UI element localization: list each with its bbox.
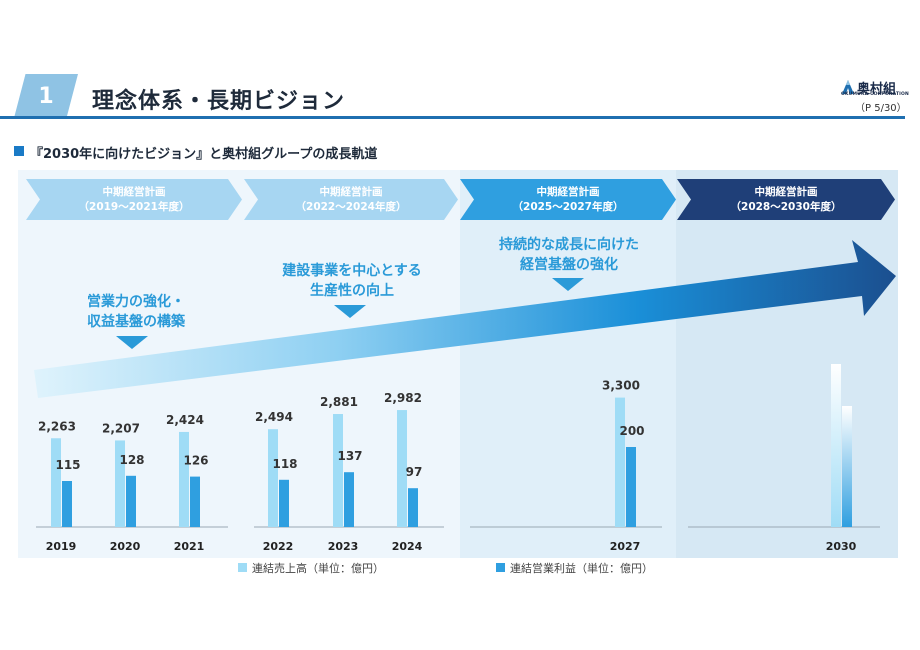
message-line: 営業力の強化・ xyxy=(87,294,185,310)
down-triangle-icon xyxy=(334,305,366,318)
sales-value-label: 2,424 xyxy=(166,413,204,427)
sales-bar xyxy=(615,397,625,527)
profit-value-label: 115 xyxy=(55,458,80,472)
plan-2025-2027-background xyxy=(460,170,676,558)
profit-bar xyxy=(126,475,136,527)
subtitle-bullet-icon xyxy=(14,146,24,156)
section-number-badge: 1 xyxy=(14,74,78,118)
message-sales-foundation: 営業力の強化・ 収益基盤の構築 xyxy=(56,292,216,332)
chart-subtitle: 『2030年に向けたビジョン』と奥村組グループの成長軌道 xyxy=(30,147,378,162)
page-title: 理念体系・長期ビジョン xyxy=(92,89,346,114)
legend-sales-swatch xyxy=(238,563,247,572)
plan-title: 中期経営計画 xyxy=(536,185,600,198)
sales-value-label: 2,982 xyxy=(384,391,422,405)
profit-bar xyxy=(408,488,418,527)
plan-period: （2019～2021年度） xyxy=(78,200,190,213)
plan-2028-2030-background xyxy=(676,170,898,558)
legend-profit-swatch xyxy=(496,563,505,572)
plan-chevron-2022-2024: 中期経営計画 （2022～2024年度） xyxy=(244,179,458,220)
profit-bar xyxy=(279,479,289,527)
title-underline xyxy=(0,116,905,119)
sales-bar xyxy=(179,431,189,527)
x-tick-label: 2030 xyxy=(826,540,857,553)
plan-title: 中期経営計画 xyxy=(319,185,383,198)
sales-value-label: 3,300 xyxy=(602,379,640,393)
message-line: 収益基盤の構築 xyxy=(87,314,185,330)
profit-value-label: 128 xyxy=(119,453,144,467)
profit-bar xyxy=(344,472,354,527)
plan-chevron-2019-2021: 中期経営計画 （2019～2021年度） xyxy=(26,179,242,220)
down-triangle-icon xyxy=(116,336,148,349)
sales-value-label: 2,263 xyxy=(38,419,76,433)
page-number: （P 5/30） xyxy=(855,103,907,114)
plan-chevron-2025-2027: 中期経営計画 （2025～2027年度） xyxy=(460,179,676,220)
profit-value-label: 126 xyxy=(183,454,208,468)
x-tick-label: 2023 xyxy=(328,540,359,553)
sales-bar xyxy=(397,410,407,527)
sales-bar-target xyxy=(831,364,841,527)
profit-value-label: 118 xyxy=(272,457,297,471)
profit-bar xyxy=(62,481,72,527)
profit-value-label: 97 xyxy=(406,465,423,479)
down-triangle-icon xyxy=(552,278,584,291)
message-management-base: 持続的な成長に向けた 経営基盤の強化 xyxy=(474,235,664,275)
profit-value-label: 137 xyxy=(337,449,362,463)
profit-bar xyxy=(626,447,636,527)
message-line: 持続的な成長に向けた xyxy=(499,237,639,253)
plan-period: （2025～2027年度） xyxy=(512,200,624,213)
plan-title: 中期経営計画 xyxy=(102,185,166,198)
profit-value-label: 200 xyxy=(619,424,644,438)
logo-mark-icon xyxy=(842,80,854,94)
x-tick-label: 2020 xyxy=(110,540,141,553)
message-line: 生産性の向上 xyxy=(310,283,394,299)
sales-value-label: 2,494 xyxy=(255,410,293,424)
sales-bar xyxy=(268,429,278,527)
plan-period: （2028～2030年度） xyxy=(730,200,842,213)
plan-chevron-2028-2030: 中期経営計画 （2028～2030年度） xyxy=(677,179,895,220)
logo-subtext: OKUMURA CORPORATION xyxy=(841,92,909,97)
message-line: 経営基盤の強化 xyxy=(520,257,618,273)
message-line: 建設事業を中心とする xyxy=(282,263,422,279)
profit-bar xyxy=(190,476,200,527)
x-tick-label: 2019 xyxy=(46,540,77,553)
sales-value-label: 2,881 xyxy=(320,395,358,409)
sales-value-label: 2,207 xyxy=(102,421,140,435)
x-tick-label: 2027 xyxy=(610,540,641,553)
x-tick-label: 2021 xyxy=(174,540,205,553)
growth-arrow xyxy=(34,240,896,398)
sales-bar xyxy=(115,440,125,527)
plan-title: 中期経営計画 xyxy=(754,185,818,198)
profit-bar-target xyxy=(842,406,852,527)
message-productivity: 建設事業を中心とする 生産性の向上 xyxy=(256,261,448,301)
legend-sales-label: 連結売上高（単位：億円） xyxy=(252,562,384,575)
x-tick-label: 2024 xyxy=(392,540,423,553)
logo-text: 奥村組 xyxy=(857,81,897,97)
sales-bar xyxy=(51,438,61,527)
legend-profit-label: 連結営業利益（単位：億円） xyxy=(510,562,653,575)
x-tick-label: 2022 xyxy=(263,540,294,553)
plan-period: （2022～2024年度） xyxy=(295,200,407,213)
company-logo: 奥村組 xyxy=(842,76,906,98)
sales-bar xyxy=(333,414,343,527)
